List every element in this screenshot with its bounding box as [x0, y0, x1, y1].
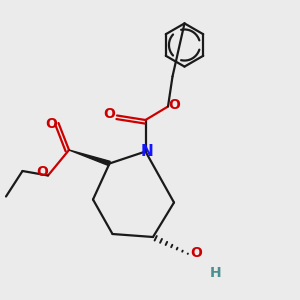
Text: H: H — [210, 266, 221, 280]
Text: O: O — [169, 98, 181, 112]
Polygon shape — [69, 150, 110, 166]
Text: O: O — [45, 118, 57, 131]
Text: O: O — [103, 107, 116, 121]
Text: O: O — [190, 246, 202, 260]
Text: O: O — [37, 165, 49, 179]
Text: N: N — [141, 144, 153, 159]
